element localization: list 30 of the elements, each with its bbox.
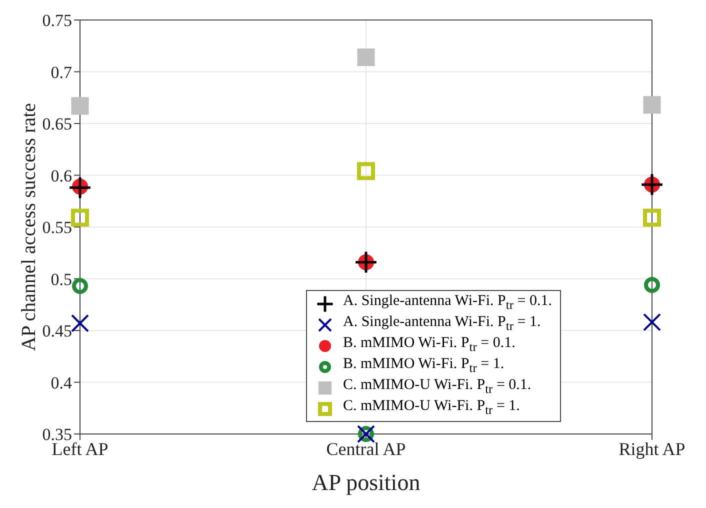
- legend-label: A. Single-antenna Wi-Fi. P$_{tr}$ = 0.1.: [343, 293, 552, 313]
- y-tick-label: 0.7: [50, 62, 72, 82]
- legend-label: A. Single-antenna Wi-Fi. P$_{tr}$ = 1.: [343, 314, 541, 334]
- y-tick-label: 0.55: [42, 218, 72, 238]
- point: [71, 97, 89, 115]
- legend-label: C. mMIMO-U Wi-Fi. P$_{tr}$ = 1.: [343, 398, 520, 418]
- y-tick-label: 0.65: [42, 114, 72, 134]
- y-tick-label: 0.5: [50, 270, 72, 289]
- y-tick-label: 0.4: [50, 373, 72, 392]
- x-tick-label: Right AP: [618, 438, 686, 459]
- y-axis-title: AP channel access success rate: [18, 102, 40, 352]
- point: [644, 276, 660, 293]
- point: [643, 208, 661, 227]
- point: [72, 278, 88, 294]
- y-tick-label: 0.75: [42, 11, 72, 30]
- y-tick-label: 0.35: [42, 425, 72, 444]
- legend-label: B. mMIMO Wi-Fi. P$_{tr}$ = 1.: [343, 356, 504, 376]
- x-axis-title: AP position: [312, 470, 421, 495]
- legend-label: C. mMIMO-U Wi-Fi. P$_{tr}$ = 0.1.: [343, 377, 532, 397]
- point: [71, 314, 89, 332]
- point: [71, 208, 89, 227]
- legend-label: B. mMIMO Wi-Fi. P$_{tr}$ = 0.1.: [343, 335, 516, 355]
- y-tick-label: 0.45: [42, 322, 72, 341]
- point: [357, 162, 375, 180]
- point: [643, 96, 661, 114]
- x-tick-label: Central AP: [326, 438, 406, 459]
- point: [357, 48, 375, 66]
- point: [70, 177, 90, 198]
- y-tick-label: 0.6: [50, 166, 72, 186]
- point: [643, 313, 661, 332]
